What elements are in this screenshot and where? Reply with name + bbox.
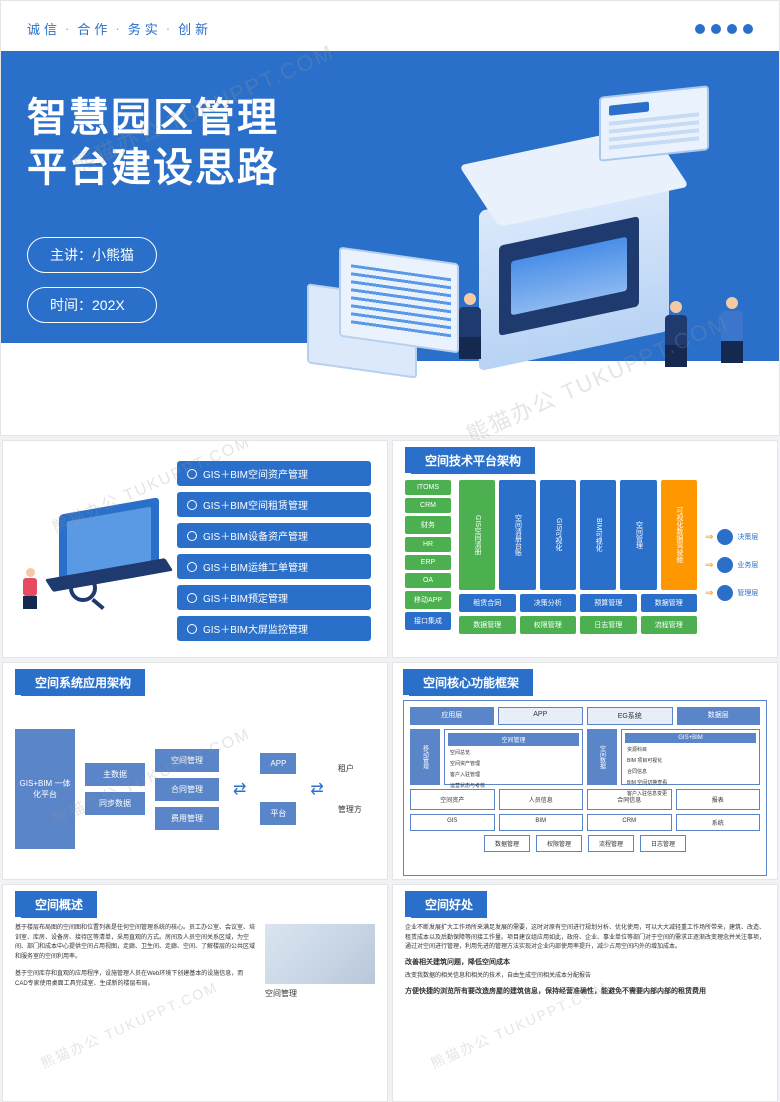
row4: GIS BIM CRM 系统 <box>410 814 760 831</box>
arch-columns: GIS空间清册 空间清册台账 GIS可视化 BIM可视化 空间管理 可视化数据驾… <box>459 480 697 590</box>
app-col: APP 平台 <box>260 753 296 825</box>
slide-benefit: 空间好处 企业不断发展扩大工作场所来满足发展的需要，这时对原有空间进行规划分析、… <box>392 884 778 1102</box>
group-box: 空间管理 空间总览 空间资产管理 客户入驻管理 运营状态与考核 <box>444 729 583 785</box>
slide-gis-list: GIS＋BIM空间资产管理 GIS＋BIM空间租赁管理 GIS＋BIM设备资产管… <box>2 440 388 658</box>
decor-dots <box>695 24 753 34</box>
list-item: GIS＋BIM设备资产管理 <box>177 523 371 548</box>
arrow-icon: ⇄ <box>229 779 250 799</box>
arrow-icon: ⇄ <box>306 779 327 799</box>
role-col: 租户 管理方 <box>338 763 362 815</box>
narrow-label: 移动管理 <box>410 729 440 785</box>
slide-title: 空间技术平台架构 <box>411 447 535 474</box>
hero-illustration <box>329 71 759 401</box>
narrow-label: 空间数据 <box>587 729 617 785</box>
time-pill: 时间：202X <box>27 287 157 323</box>
overview-image <box>265 924 375 984</box>
mid-col: 主数据 同步数据 <box>85 763 145 815</box>
slide-title: 空间概述 <box>21 891 97 918</box>
gis-feature-list: GIS＋BIM空间资产管理 GIS＋BIM空间租赁管理 GIS＋BIM设备资产管… <box>177 461 371 641</box>
row5: 数据管理 权限管理 流程管理 日志管理 <box>410 835 760 852</box>
row3: 空间资产 人员信息 合同信息 报表 <box>410 789 760 810</box>
bottom-row: 数据管理 权限管理 日志管理 流程管理 <box>459 616 697 634</box>
slide-title: 空间核心功能框架 <box>409 669 533 696</box>
list-item: GIS＋BIM空间租赁管理 <box>177 492 371 517</box>
image-label: 空间管理 <box>265 988 375 999</box>
top-row: 应用层 APP EG系统 数据层 <box>410 707 760 725</box>
list-item: GIS＋BIM大屏监控管理 <box>177 616 371 641</box>
group-box: GIS+BIM 资源科目 BIM 项目可视化 合同信息 BIM 空间切换查看 客… <box>621 729 760 785</box>
left-stack: ITOMS CRM 财务 HR ERP OA 移动APP <box>405 480 451 609</box>
slide-title: 空间好处 <box>411 891 487 918</box>
list-item: GIS＋BIM空间资产管理 <box>177 461 371 486</box>
slide-tech-arch: 空间技术平台架构 ITOMS CRM 财务 HR ERP OA 移动APP 接口… <box>392 440 778 658</box>
list-item: GIS＋BIM运维工单管理 <box>177 554 371 579</box>
integration-label: 接口集成 <box>405 612 451 630</box>
platform-box: GIS+BIM 一体化平台 <box>15 729 75 849</box>
brand-values: 诚信· 合作· 务实· 创新 <box>27 19 212 38</box>
slide-core-framework: 空间核心功能框架 应用层 APP EG系统 数据层 移动管理 空间管理 空间总览… <box>392 662 778 880</box>
right-roles: ⇒决策层 ⇒业务层 ⇒管理层 <box>705 480 765 650</box>
slide-overview: 空间概述 基于楼层布局图的空间图和位置列表是任何空间管理系统的核心。员工办公室、… <box>2 884 388 1102</box>
overview-text: 基于楼层布局图的空间图和位置列表是任何空间管理系统的核心。员工办公室、会议室、培… <box>15 924 255 999</box>
laptop-illustration <box>19 486 169 616</box>
presenter-pill: 主讲：小熊猫 <box>27 237 157 273</box>
benefit-text: 企业不断发展扩大工作场所来满足发展的需要，这时对原有空间进行规划分析、优化使用，… <box>405 924 765 997</box>
mgmt-col: 空间管理 合同管理 费用管理 <box>155 749 219 830</box>
hero-slide: 诚信· 合作· 务实· 创新 智慧园区管理 平台建设思路 主讲：小熊猫 时间：2… <box>0 0 780 436</box>
mid-row: 租赁合同 决策分析 预算管理 数据管理 <box>459 594 697 612</box>
slide-title: 空间系统应用架构 <box>21 669 145 696</box>
slide-sys-arch: 空间系统应用架构 GIS+BIM 一体化平台 主数据 同步数据 空间管理 合同管… <box>2 662 388 880</box>
hero-title: 智慧园区管理 平台建设思路 <box>27 93 279 193</box>
list-item: GIS＋BIM预定管理 <box>177 585 371 610</box>
